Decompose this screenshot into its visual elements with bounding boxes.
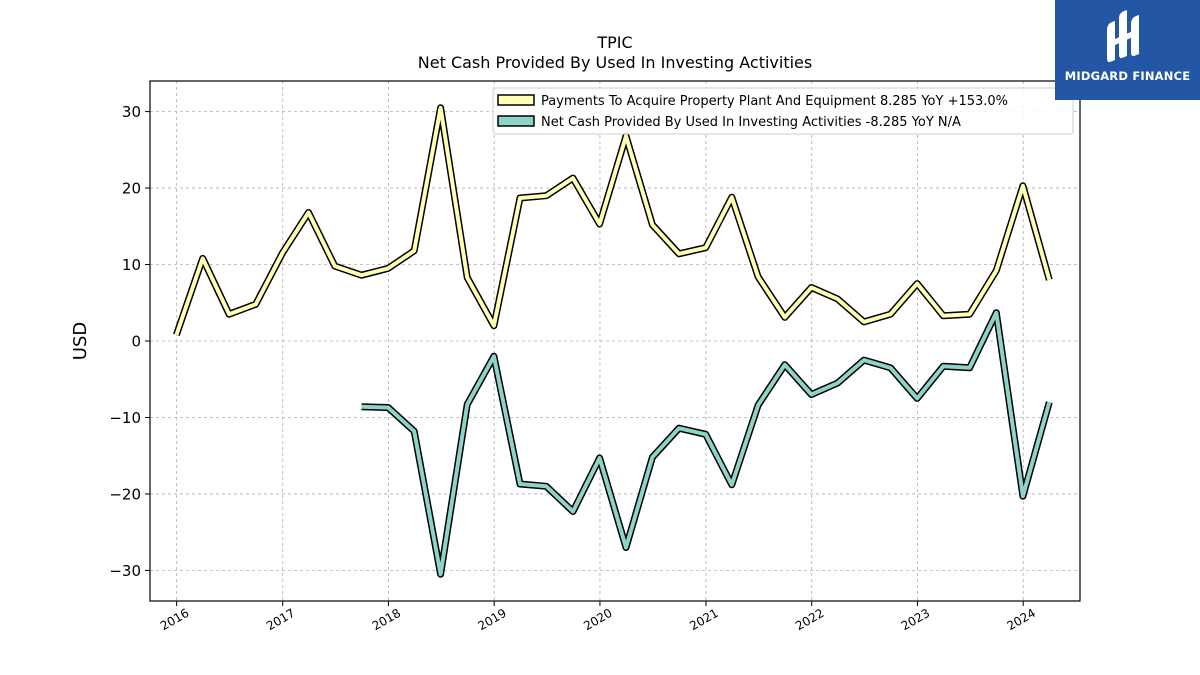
y-tick-label: 20 [122, 180, 141, 198]
y-tick-label: 0 [131, 333, 141, 351]
y-axis-label: USD [70, 322, 91, 360]
series-2-core [361, 310, 1052, 577]
chart-subtitle: Net Cash Provided By Used In Investing A… [418, 53, 812, 72]
series-2-outline [361, 309, 1053, 578]
brand-logo-mark [1107, 10, 1139, 63]
x-tick-label: 2021 [687, 606, 720, 633]
x-tick-label: 2016 [158, 606, 191, 633]
x-tick-label: 2018 [370, 606, 403, 633]
x-tick-label: 2020 [581, 606, 614, 633]
chart-title: TPIC [596, 33, 632, 52]
y-tick-label: 30 [122, 103, 141, 121]
legend-label-1: Payments To Acquire Property Plant And E… [541, 94, 1008, 109]
series-1-outline [173, 104, 1053, 337]
x-tick-label: 2024 [1004, 606, 1037, 633]
legend-swatch-2 [497, 115, 535, 127]
y-tick-label: 10 [122, 256, 141, 274]
y-tick-label: −10 [109, 409, 141, 427]
legend-label-2: Net Cash Provided By Used In Investing A… [541, 115, 961, 130]
series-lines [173, 104, 1053, 578]
grid [150, 81, 1080, 601]
brand-logo-text: MIDGARD FINANCE [1064, 69, 1191, 83]
y-tick-label: −30 [109, 562, 141, 580]
x-tick-label: 2022 [793, 606, 826, 633]
legend-box [492, 87, 1074, 135]
series-1-line [173, 104, 1053, 337]
x-tick-label: 2023 [899, 606, 932, 633]
series-2-line [361, 309, 1053, 578]
x-tick-label: 2019 [475, 606, 508, 633]
series-1-core [174, 105, 1052, 336]
legend: Payments To Acquire Property Plant And E… [492, 87, 1074, 135]
y-tick-label: −20 [109, 485, 141, 503]
brand-logo: MIDGARD FINANCE [1055, 0, 1200, 100]
x-tick-label: 2017 [264, 606, 297, 633]
legend-swatch-1 [497, 94, 535, 106]
